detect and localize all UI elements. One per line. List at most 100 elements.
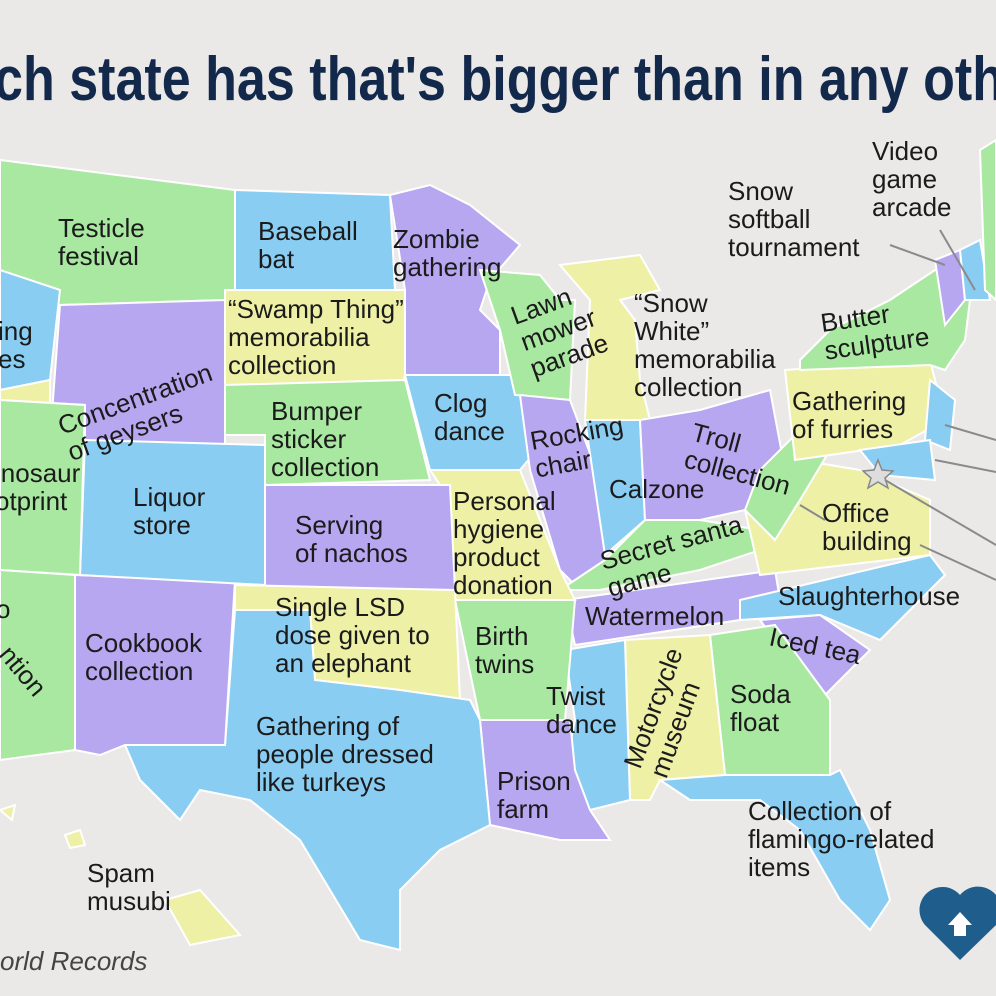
label-line: softball [728,204,810,234]
label-line: Testicle [58,213,145,243]
label-line: collection [271,452,379,482]
label-line: collection [228,350,336,380]
label-line: Clog [434,388,487,418]
label-line: Slaughterhouse [778,581,960,611]
source: orld Records [0,946,147,976]
label-line: people dressed [256,739,434,769]
label-line: arcade [872,192,952,222]
label-line: an elephant [275,648,412,678]
label-line: Gathering [792,386,906,416]
label-line: of nachos [295,538,408,568]
label-line: Prison [497,766,571,796]
label-line: dance [546,709,617,739]
label-line: building [822,526,912,556]
label-line: Cookbook [85,628,203,658]
label-line: of furries [792,414,893,444]
label-line: like turkeys [256,767,386,797]
label-line: Twist [546,681,606,711]
label-line: memorabilia [634,344,776,374]
label-line: “Swamp Thing” [228,294,404,324]
label-line: Zombie [393,224,480,254]
label-line: Serving [295,510,383,540]
label-line: collection [634,372,742,402]
label-line: White” [634,316,709,346]
label-line: inosaur [0,458,81,488]
label-line: memorabilia [228,322,370,352]
label-line: flamingo-related [748,824,934,854]
label-line: gathering [393,252,501,282]
label-line: Gathering of [256,711,400,741]
label-line: farm [497,794,549,824]
label-line: items [748,852,810,882]
label-line: Watermelon [585,601,724,631]
label-line: float [730,707,780,737]
label-line: twins [475,649,534,679]
state-label: o [0,594,10,624]
label-line: Baseball [258,216,358,246]
title: ch state has that's bigger than in any o… [0,45,996,114]
label-line: Calzone [609,474,704,504]
label-line: Video [872,136,938,166]
label-line: product [453,542,540,572]
label-line: Single LSD [275,592,405,622]
label-line: dose given to [275,620,430,650]
label-line: o [0,594,10,624]
label-line: Birth [475,621,528,651]
label-line: store [133,510,191,540]
label-line: ing [0,316,33,346]
label-line: festival [58,241,139,271]
leader-lines [799,229,996,581]
state-label: Watermelon [585,601,724,631]
label-line: Liquor [133,482,206,512]
label-line: tournament [728,232,860,262]
label-line: collection [85,656,193,686]
label-line: otprint [0,486,68,516]
label-line: “Snow [634,288,708,318]
label-line: musubi [87,886,171,916]
states [0,138,996,952]
label-line: Personal [453,486,556,516]
label-line: donation [453,570,553,600]
label-line: sticker [271,424,346,454]
logo-house [948,912,972,936]
label-line: Spam [87,858,155,888]
state-label: Slaughterhouse [778,581,960,611]
label-line: es [0,344,25,374]
label-line: bat [258,244,295,274]
label-line: Collection of [748,796,892,826]
label-line: Snow [728,176,793,206]
label-line: Soda [730,679,791,709]
state-label: Calzone [609,474,704,504]
label-line: dance [434,416,505,446]
label-line: Bumper [271,396,362,426]
label-line: hygiene [453,514,544,544]
label-line: Office [822,498,889,528]
